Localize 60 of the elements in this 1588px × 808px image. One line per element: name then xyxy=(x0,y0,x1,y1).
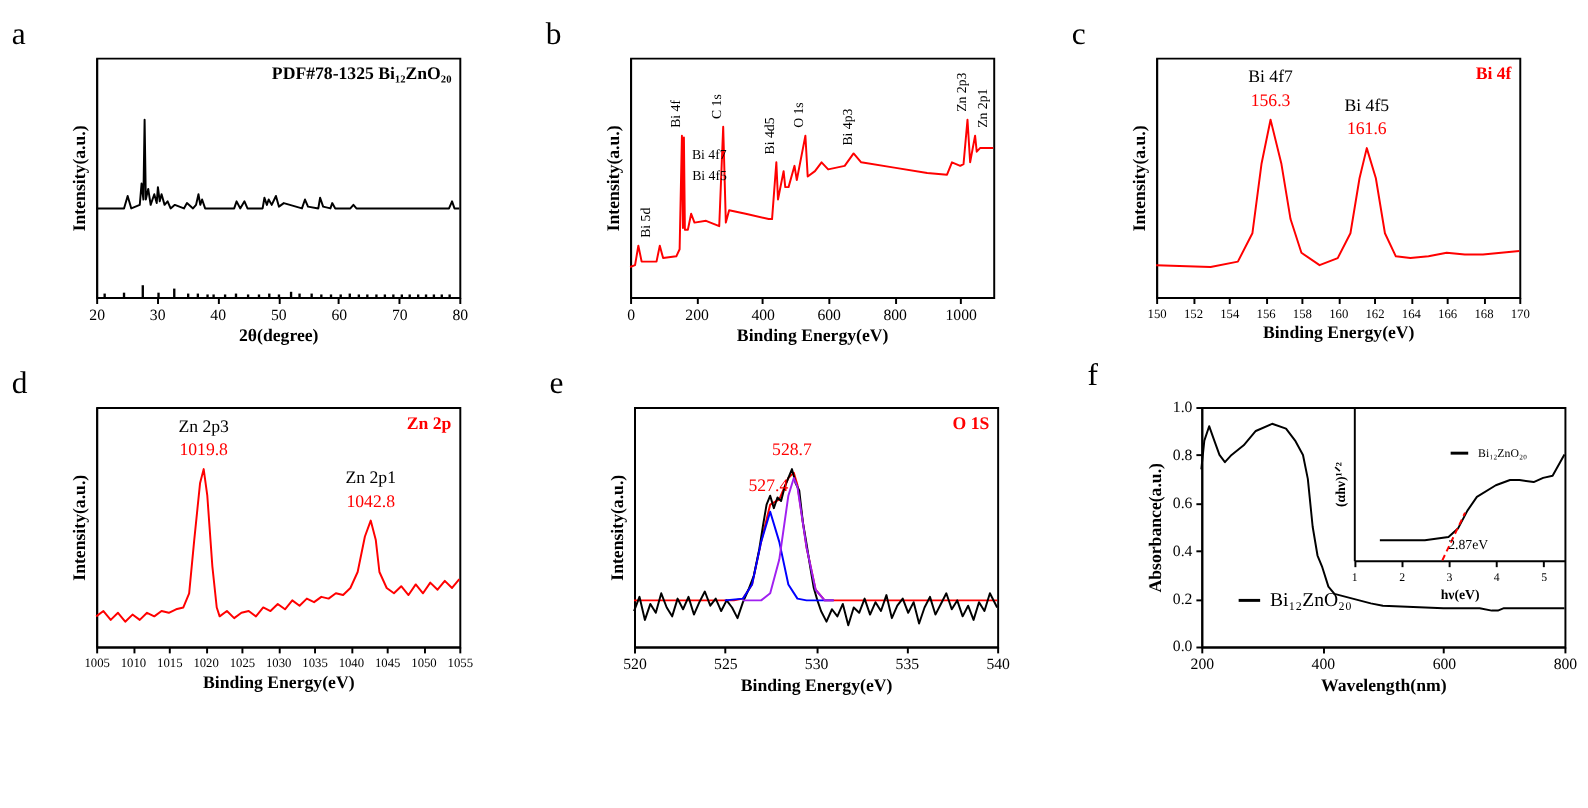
y-tick-label: 0.8 xyxy=(1172,445,1193,464)
y-axis-title: Intensity(a.u.) xyxy=(603,125,624,232)
x-axis-title: Binding Energy(eV) xyxy=(740,674,893,695)
annotation: Bi 4f5 xyxy=(1344,94,1391,115)
x-tick-label: 70 xyxy=(391,305,408,324)
x-tick-label: 540 xyxy=(986,655,1011,674)
y-axis-title: Intensity(a.u.) xyxy=(607,474,628,581)
chart-title: b xyxy=(545,17,562,52)
annotation: 1019.8 xyxy=(179,439,230,460)
text: Bi 4f xyxy=(1475,63,1514,84)
x-tick-label: 400 xyxy=(1311,655,1336,674)
text: Zn 2p xyxy=(406,412,452,433)
x-tick-label: 400 xyxy=(751,305,776,324)
x-tick-label: 50 xyxy=(270,305,287,324)
legend-label: Bi₁₂ZnO₂₀ xyxy=(1270,590,1352,613)
y-axis-title: Absorbance(a.u.) xyxy=(1145,462,1166,593)
x-tick-label: 30 xyxy=(149,305,166,324)
chart-title: d xyxy=(11,367,28,402)
chart-title: a xyxy=(11,17,26,52)
x-tick-label: 520 xyxy=(623,655,647,674)
annotation: Zn 2p3 xyxy=(178,415,231,436)
x-axis-title: Binding Energy(eV) xyxy=(202,671,355,692)
x-tick-label: 800 xyxy=(883,305,908,324)
y-tick-label: 0.4 xyxy=(1172,541,1193,560)
y-tick-label: 1.0 xyxy=(1172,397,1193,416)
chart-title: e xyxy=(549,367,564,402)
x-axis-title: 2θ(degree) xyxy=(238,325,319,346)
x-tick-label: 40 xyxy=(210,305,227,324)
x-tick-label: 600 xyxy=(1432,655,1457,674)
x-tick-label: 1000 xyxy=(945,305,978,324)
x-axis-title: Binding Energy(eV) xyxy=(1262,322,1415,343)
x-axis-title: Wavelength(nm) xyxy=(1321,674,1447,695)
y-axis-title: Intensity(a.u.) xyxy=(1129,125,1150,232)
y-tick-label: 0.2 xyxy=(1172,589,1193,608)
x-axis-title: Binding Energy(eV) xyxy=(736,325,889,346)
y-axis-title: Intensity(a.u.) xyxy=(69,474,90,581)
x-tick-label: 535 xyxy=(895,655,920,674)
annotation: 161.6 xyxy=(1346,118,1388,139)
y-axis-title: Intensity(a.u.) xyxy=(69,125,90,232)
text: O 1S xyxy=(952,412,990,433)
x-tick-label: 600 xyxy=(817,305,842,324)
chart-title: f xyxy=(1087,359,1100,394)
x-tick-label: 525 xyxy=(714,655,738,674)
annotation: Bi 4f7 xyxy=(1248,66,1295,87)
annotation: 528.7 xyxy=(772,439,814,460)
x-tick-label: 0 xyxy=(627,305,636,324)
x-tick-label: 60 xyxy=(331,305,348,324)
text: PDF#78-1325 Bi₁₂ZnO₂₀ xyxy=(271,63,453,84)
x-tick-label: 200 xyxy=(1190,655,1215,674)
y-tick-label: 0.0 xyxy=(1172,637,1193,656)
x-tick-label: 800 xyxy=(1553,655,1578,674)
chart-title: c xyxy=(1071,17,1086,52)
x-tick-label: 20 xyxy=(89,305,106,324)
x-tick-label: 80 xyxy=(452,305,469,324)
y-tick-label: 0.6 xyxy=(1172,493,1193,512)
annotation: 156.3 xyxy=(1250,89,1292,110)
x-tick-label: 530 xyxy=(804,655,829,674)
x-tick-label: 200 xyxy=(685,305,710,324)
annotation: 1042.8 xyxy=(346,490,397,511)
annotation: Zn 2p1 xyxy=(345,467,396,488)
